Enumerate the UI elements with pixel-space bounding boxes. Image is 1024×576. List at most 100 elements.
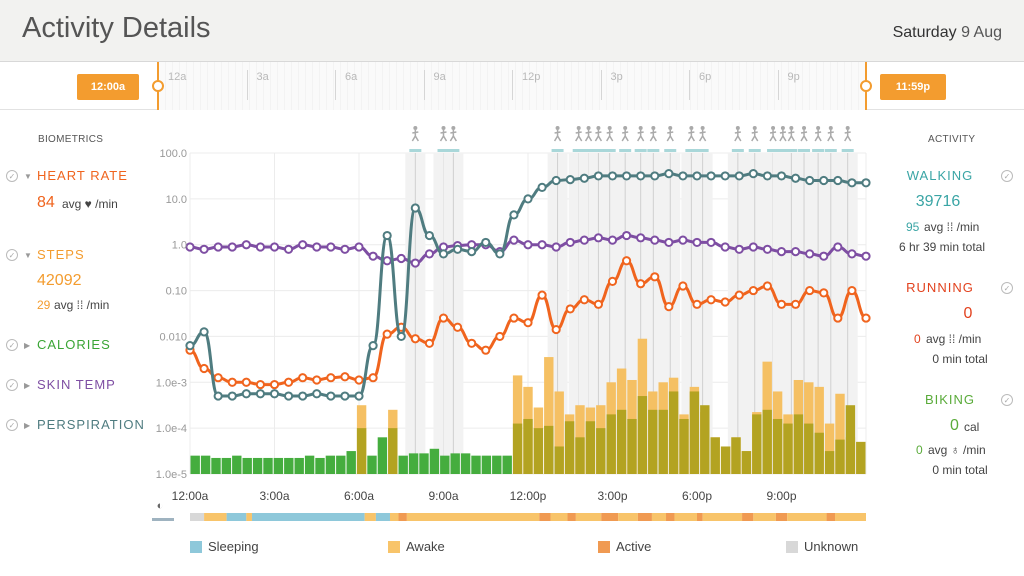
sleep-state-segment [246,513,252,521]
series-point [720,171,730,181]
series-point [762,244,773,254]
walking-total: 6 hr 39 min total [898,240,986,254]
skin-temp-label[interactable]: SKIN TEMP [37,377,116,392]
biking-total: 0 min total [932,463,988,477]
heart-rate-caret-icon[interactable]: ▼ [24,172,32,181]
walker-head [638,126,643,130]
sleep-state-strip: ◐ [152,500,866,521]
walking-shade [744,153,765,474]
series-line [189,234,867,265]
walker-body [411,130,419,142]
calories-bar [762,409,772,474]
series-point [255,379,266,390]
walker-head [689,126,694,130]
y-tick-label: 100.0 [159,148,187,160]
perspiration-caret-icon[interactable]: ▶ [24,421,31,430]
calories-bar [856,441,866,474]
calories-caret-icon[interactable]: ▶ [24,341,31,350]
biking-label[interactable]: BIKING [924,392,976,407]
series-point [861,178,871,188]
series-point [720,242,730,252]
activity-title: ACTIVITY [928,134,976,145]
walking-bar [664,149,677,152]
x-tick-label: 6:00a [344,489,374,503]
timeline-tick-label: 12p [522,71,541,83]
awake-bar [783,414,793,474]
y-tick-label: 1.0e-4 [156,423,187,435]
walker-head [845,126,850,130]
series-point [621,256,632,266]
timeline-scrubber[interactable]: 12a 3a 6a 9a 12p 3p 6p 9p [0,62,1024,110]
heart-rate-toggle[interactable]: ✓ [6,170,18,182]
walker-body [787,130,796,142]
series-point [509,313,519,323]
series-point [452,322,463,332]
walking-avg: 95 [906,220,920,234]
skin-temp-caret-icon[interactable]: ▶ [24,381,31,390]
series-point [255,389,266,399]
running-label[interactable]: RUNNING [906,280,974,295]
walker-body [553,130,562,142]
walking-label[interactable]: WALKING [906,168,974,183]
chart-y-ticks: 100.0 10.0 1.0 0.10 0.010 1.0e-3 1.0e-4 1.0e-5 [156,148,187,481]
timeline-major-tick [777,70,779,100]
x-tick-label: 9:00a [428,489,458,503]
series-point [523,194,533,204]
sleep-state-segment [539,513,551,521]
calories-bar [710,437,720,474]
timeline-start-knob[interactable] [152,80,164,92]
sleep-state-segment [364,513,376,521]
timeline-tick-label: 6p [699,71,712,83]
steps-caret-icon[interactable]: ▼ [24,251,32,260]
walking-icon [664,126,677,152]
series-point [762,281,773,291]
series-point [819,175,829,186]
steps-toggle[interactable]: ✓ [6,249,18,261]
timeline-start-handle[interactable]: 12:00a [77,74,139,100]
perspiration-label[interactable]: PERSPIRATION [37,417,145,432]
walking-icon [731,126,744,152]
calories-label[interactable]: CALORIES [37,337,111,352]
timeline-end-knob[interactable] [860,80,872,92]
series-point [199,327,209,337]
series-point [692,237,702,248]
series-point [298,391,308,401]
series-point [593,299,604,309]
sleep-state-segment [775,513,788,521]
series-point [790,173,801,183]
steps-label[interactable]: STEPS [37,247,85,262]
calories-bar [367,455,377,474]
walking-toggle[interactable]: ✓ [1001,170,1013,182]
timeline-tick-label: 6a [345,71,358,83]
biking-avg: 0 [916,443,923,457]
series-point [565,174,575,185]
series-point [706,295,716,305]
timeline-end-handle[interactable]: 11:59p [880,74,946,100]
calories-bar [377,437,388,474]
walking-icon [603,126,616,152]
walking-shade [588,153,609,474]
calories-bar [221,457,232,474]
series-point [213,242,223,252]
calories-bar [211,457,221,474]
walking-bar [619,149,632,152]
running-toggle[interactable]: ✓ [1001,282,1013,294]
skin-temp-toggle[interactable]: ✓ [6,379,18,391]
awake-bar [596,405,606,474]
series-point [664,169,674,179]
calories-bar [273,457,284,474]
calories-bar [502,455,512,474]
walking-shade [837,153,858,474]
perspiration-toggle[interactable]: ✓ [6,419,18,431]
chart-lines [185,169,871,401]
heart-rate-label[interactable]: HEART RATE [37,168,128,183]
chart-x-ticks: 12:00a 3:00a 6:00a 9:00a 12:00p 3:00p 6:00p 9:0… [172,489,797,503]
series-point [537,182,547,192]
calories-bar [242,457,252,474]
calories-toggle[interactable]: ✓ [6,339,18,351]
series-point [551,242,561,252]
calories-bar [668,391,679,474]
series-point [720,297,730,307]
biking-toggle[interactable]: ✓ [1001,394,1013,406]
walker-head [607,126,612,130]
